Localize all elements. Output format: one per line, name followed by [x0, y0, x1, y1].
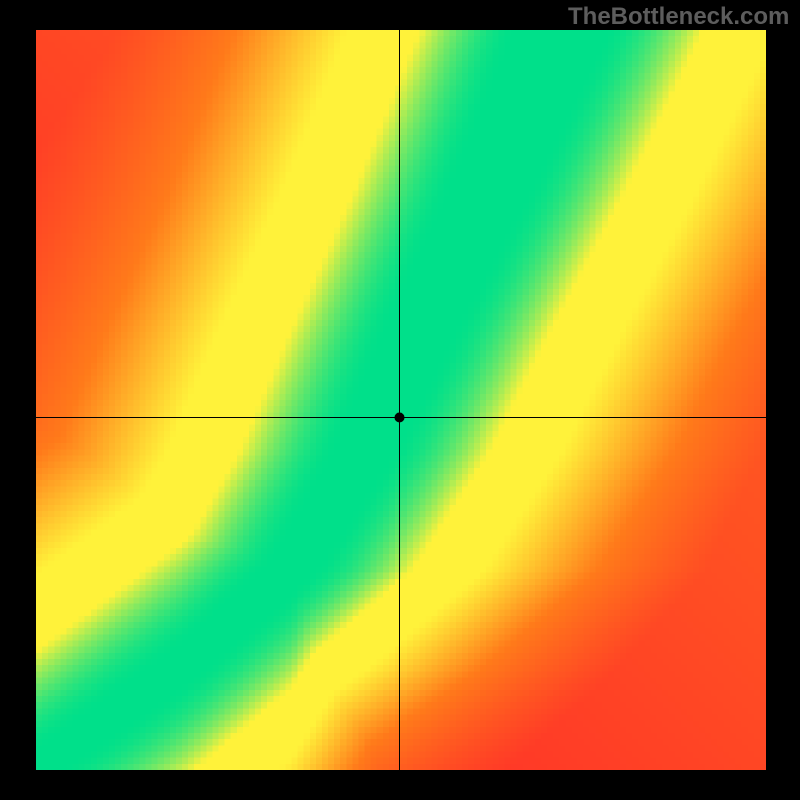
plot-area: [36, 30, 766, 770]
crosshair-overlay: [36, 30, 766, 770]
outer-frame: TheBottleneck.com: [0, 0, 800, 800]
watermark-text: TheBottleneck.com: [568, 3, 789, 31]
